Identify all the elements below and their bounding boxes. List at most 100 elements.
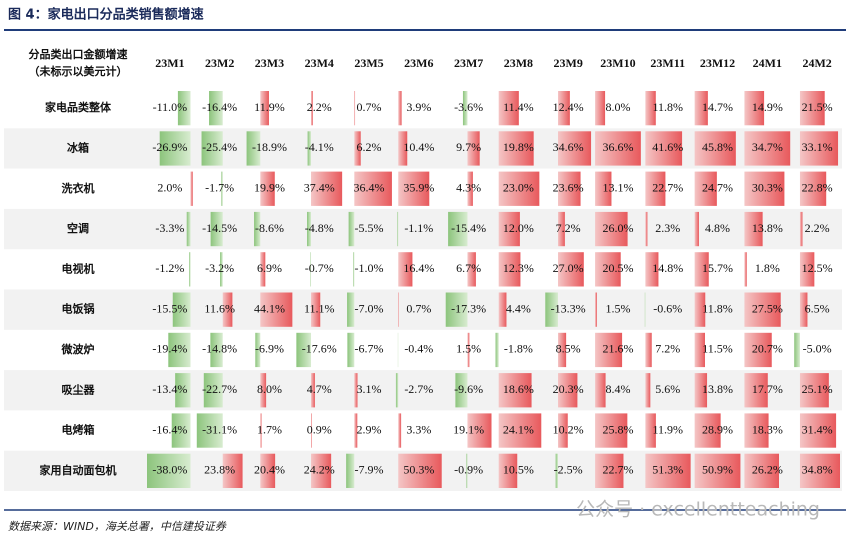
data-bar: [260, 373, 267, 408]
cell-value: 18.6%: [503, 382, 534, 396]
cell-value: 27.5%: [752, 301, 783, 315]
cell-value: -4.8%: [305, 221, 334, 235]
data-bar: [557, 211, 565, 247]
column-header: 23M7: [454, 56, 483, 70]
row-label: 微波炉: [61, 342, 95, 356]
row-label: 电视机: [62, 261, 95, 275]
data-bar: [557, 373, 578, 408]
data-bar: [260, 292, 293, 327]
data-bar: [744, 211, 763, 247]
cell-value: 1.5%: [456, 342, 481, 356]
cell-value: 0.7%: [357, 100, 382, 114]
data-bar: [557, 413, 568, 448]
data-bar: [172, 292, 191, 327]
data-bar: [186, 211, 191, 247]
cell-value: -14.5%: [202, 221, 237, 235]
cell-value: 11.8%: [652, 100, 683, 114]
data-bar: [310, 252, 312, 287]
cell-value: -4.1%: [305, 140, 334, 154]
data-bar: [398, 91, 402, 126]
cell-value: 14.9%: [752, 100, 783, 114]
cell-value: 12.4%: [553, 100, 584, 114]
row-label: 电饭锅: [62, 302, 95, 316]
header-label: 分品类出口金额增速: [29, 47, 128, 61]
cell-value: 4.7%: [307, 382, 332, 396]
cell-value: 10.2%: [553, 422, 584, 436]
row-label: 家电品类整体: [45, 100, 112, 114]
data-bar: [694, 252, 709, 287]
data-bar: [220, 252, 223, 287]
row-label: 空调: [67, 221, 89, 235]
data-bar: [260, 453, 276, 488]
cell-value: -7.9%: [355, 463, 384, 477]
data-bar: [595, 332, 623, 368]
cell-value: 3.9%: [406, 100, 431, 114]
cell-value: 19.1%: [453, 422, 484, 436]
column-header: 23M10: [600, 56, 635, 70]
data-bar: [694, 131, 736, 166]
cell-value: 17.7%: [752, 382, 783, 396]
data-bar: [260, 413, 262, 448]
data-bar: [744, 91, 765, 126]
data-bar: [354, 413, 358, 448]
data-bar: [744, 131, 791, 166]
data-bar: [799, 91, 825, 126]
title: 图 4：家电出口分品类销售额增速: [8, 7, 204, 23]
cell-value: 8.0%: [605, 100, 630, 114]
data-bar: [346, 453, 355, 488]
data-bar: [595, 171, 612, 206]
cell-value: -15.5%: [152, 301, 187, 315]
data-bar: [209, 91, 223, 126]
data-bar: [694, 413, 721, 448]
data-bar: [595, 131, 641, 166]
cell-value: -16.4%: [202, 100, 237, 114]
cell-value: -1.8%: [504, 342, 533, 356]
data-bar: [311, 292, 321, 327]
cell-value: 8.4%: [605, 382, 630, 396]
cell-value: -7.0%: [355, 301, 384, 315]
cell-value: 6.5%: [805, 301, 830, 315]
cell-value: -17.6%: [302, 342, 337, 356]
cell-value: 11.9%: [652, 422, 683, 436]
cell-value: 15.7%: [702, 261, 733, 275]
data-bar: [189, 252, 191, 287]
data-bar: [744, 252, 747, 287]
cell-value: -13.4%: [152, 382, 187, 396]
cell-value: 0.9%: [307, 422, 332, 436]
cell-value: 4.8%: [705, 221, 730, 235]
header-label: （未标示以美元计）: [29, 64, 128, 78]
data-bar: [445, 292, 468, 327]
data-bar: [794, 332, 800, 368]
data-bar: [645, 171, 666, 206]
cell-value: 2.0%: [157, 181, 182, 195]
data-bar: [354, 171, 392, 206]
cell-value: -3.3%: [155, 221, 184, 235]
data-bar: [498, 131, 534, 166]
cell-value: -1.2%: [155, 261, 184, 275]
cell-value: 28.9%: [702, 422, 733, 436]
data-bar: [595, 413, 628, 448]
cell-value: -6.9%: [255, 342, 284, 356]
data-bar: [694, 171, 717, 206]
data-bar: [744, 332, 772, 368]
data-bar: [694, 211, 699, 247]
cell-value: -13.3%: [551, 301, 586, 315]
data-bar: [455, 373, 468, 408]
row-label: 吸尘器: [62, 382, 96, 396]
cell-value: 35.9%: [403, 181, 434, 195]
cell-value: 2.2%: [307, 100, 332, 114]
data-bar: [498, 292, 507, 327]
data-bar: [168, 332, 191, 368]
cell-value: -5.5%: [355, 221, 384, 235]
cell-value: 14.7%: [702, 100, 733, 114]
cell-value: 0.7%: [406, 301, 431, 315]
data-bar: [498, 413, 542, 448]
cell-value: 2.9%: [357, 422, 382, 436]
data-bar: [557, 252, 584, 287]
cell-value: 41.6%: [652, 140, 683, 154]
cell-value: 12.3%: [503, 261, 534, 275]
column-header: 23M12: [700, 56, 735, 70]
cell-value: 20.7%: [752, 342, 783, 356]
data-bar: [448, 211, 468, 247]
